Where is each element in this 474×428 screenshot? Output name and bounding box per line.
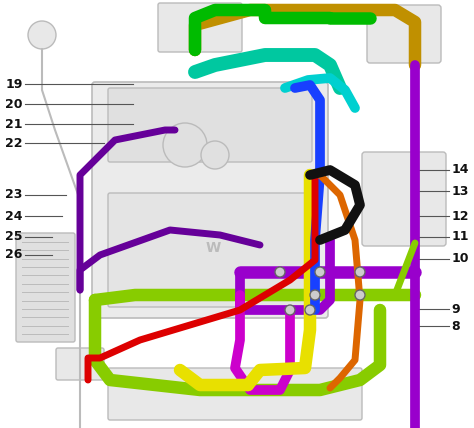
- Text: 11: 11: [451, 230, 469, 243]
- FancyBboxPatch shape: [56, 348, 104, 380]
- Text: 25: 25: [5, 230, 23, 243]
- Circle shape: [163, 123, 207, 167]
- FancyBboxPatch shape: [16, 233, 75, 342]
- Circle shape: [310, 290, 320, 300]
- Circle shape: [285, 305, 295, 315]
- Circle shape: [355, 267, 365, 277]
- Text: 26: 26: [5, 248, 23, 261]
- Circle shape: [355, 290, 365, 300]
- Text: 13: 13: [451, 185, 469, 198]
- Text: W: W: [205, 241, 220, 255]
- Text: 20: 20: [5, 98, 23, 110]
- Text: 9: 9: [451, 303, 460, 315]
- Text: 19: 19: [5, 78, 23, 91]
- Text: 12: 12: [451, 210, 469, 223]
- Text: 21: 21: [5, 118, 23, 131]
- Text: 8: 8: [451, 320, 460, 333]
- Text: 24: 24: [5, 210, 23, 223]
- FancyBboxPatch shape: [92, 82, 328, 318]
- Text: 23: 23: [5, 188, 23, 201]
- Circle shape: [201, 141, 229, 169]
- Text: 22: 22: [5, 137, 23, 150]
- Circle shape: [28, 21, 56, 49]
- FancyBboxPatch shape: [367, 5, 441, 63]
- Circle shape: [315, 267, 325, 277]
- Text: 14: 14: [451, 163, 469, 176]
- FancyBboxPatch shape: [362, 152, 446, 246]
- FancyBboxPatch shape: [158, 3, 242, 52]
- Circle shape: [305, 305, 315, 315]
- Circle shape: [275, 267, 285, 277]
- FancyBboxPatch shape: [108, 368, 362, 420]
- Text: 10: 10: [451, 253, 469, 265]
- FancyBboxPatch shape: [108, 193, 312, 307]
- FancyBboxPatch shape: [108, 88, 312, 162]
